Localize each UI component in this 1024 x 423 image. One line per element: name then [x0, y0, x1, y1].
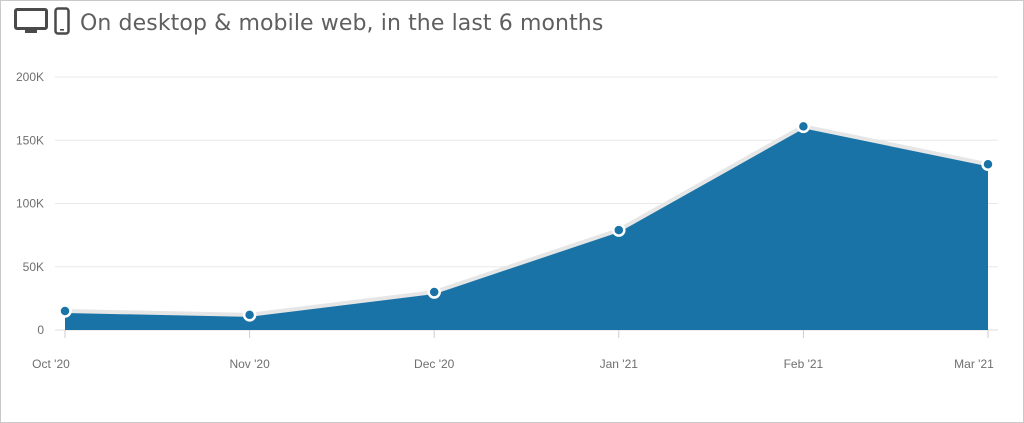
y-tick-label: 0	[37, 323, 44, 337]
y-tick-label: 150K	[16, 133, 44, 147]
y-tick-label: 200K	[16, 70, 44, 84]
chart-title: On desktop & mobile web, in the last 6 m…	[80, 10, 604, 36]
x-tick-label: Oct '20	[32, 357, 70, 371]
x-tick-label: Dec '20	[414, 357, 455, 371]
data-point[interactable]	[242, 308, 257, 322]
area-outline	[64, 124, 989, 317]
x-tick-label: Jan '21	[600, 357, 639, 371]
y-tick-label: 50K	[23, 260, 44, 274]
area-series	[64, 124, 989, 331]
x-tick-label: Mar '21	[954, 357, 994, 371]
x-tick-label: Nov '20	[229, 357, 270, 371]
mobile-phone-icon	[54, 6, 70, 40]
data-point[interactable]	[981, 157, 995, 172]
chart-header: On desktop & mobile web, in the last 6 m…	[14, 6, 604, 40]
area-fill	[65, 126, 988, 331]
data-point[interactable]	[796, 119, 811, 134]
data-point[interactable]	[612, 223, 626, 237]
data-points	[58, 119, 995, 322]
y-axis-ticks: 0 50K 100K 150K 200K	[16, 70, 44, 337]
data-point[interactable]	[58, 304, 72, 318]
y-tick-label: 100K	[16, 197, 44, 211]
x-tick-label: Feb '21	[784, 357, 824, 371]
data-point[interactable]	[427, 285, 441, 299]
desktop-monitor-icon	[14, 7, 48, 39]
x-axis-ticks: Oct '20 Nov '20 Dec '20 Jan '21 Feb '21 Mar '…	[32, 330, 994, 371]
